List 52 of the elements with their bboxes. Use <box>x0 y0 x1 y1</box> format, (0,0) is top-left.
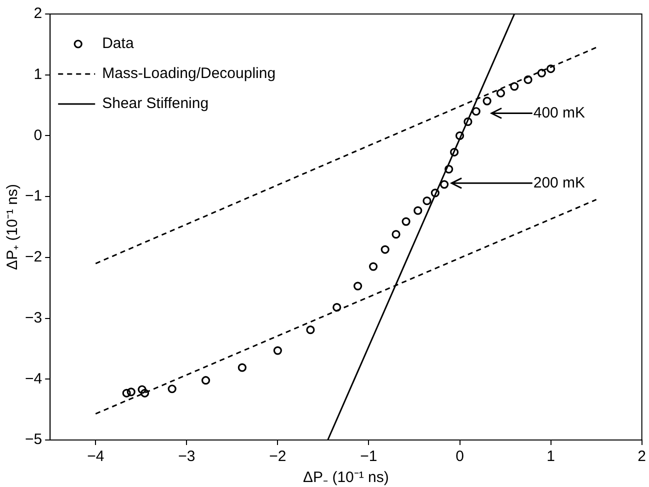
point <box>122 388 131 398</box>
annotation: 400 mK <box>533 104 586 122</box>
y-tick-label: 0 <box>34 126 42 144</box>
point <box>524 75 532 84</box>
y-tick-label: −4 <box>24 370 42 388</box>
point <box>368 262 378 271</box>
point <box>273 346 282 355</box>
point <box>306 326 315 334</box>
point <box>537 68 546 78</box>
point <box>546 64 556 74</box>
y-tick-label: −5 <box>24 431 42 448</box>
point <box>444 164 454 174</box>
y-tick-label: −3 <box>24 309 42 326</box>
point <box>430 188 440 198</box>
point <box>402 217 410 226</box>
annotation: 200 mK <box>533 174 586 192</box>
legend-label: Mass-Loading/Decoupling <box>102 65 276 82</box>
x-tick-label: −2 <box>269 448 286 466</box>
y-tick-label: −2 <box>24 248 42 266</box>
point <box>354 282 362 290</box>
legend-label: Data <box>102 35 134 52</box>
point <box>140 388 150 398</box>
point <box>464 117 472 126</box>
point <box>138 385 146 394</box>
x-tick-label: −3 <box>178 448 196 466</box>
legend-label: Shear Stiffening <box>102 95 209 112</box>
point <box>332 303 342 312</box>
point <box>510 82 519 91</box>
y-tick-label: 1 <box>34 66 42 83</box>
point <box>455 131 464 140</box>
point <box>482 96 492 106</box>
point <box>380 245 390 254</box>
y-tick-label: 2 <box>34 5 42 22</box>
point <box>472 107 480 116</box>
point <box>238 363 246 372</box>
x-axis-title: ΔP₋ (10⁻¹ ns) <box>303 469 389 486</box>
y-tick-label: −1 <box>24 188 42 205</box>
point <box>450 148 459 156</box>
point <box>496 88 506 98</box>
x-tick-label: −4 <box>87 448 104 466</box>
point <box>422 196 432 206</box>
point <box>414 206 422 215</box>
x-tick-label: 0 <box>456 448 464 466</box>
point <box>440 180 449 189</box>
point <box>201 376 210 385</box>
point <box>168 384 176 394</box>
y-axis-title: ΔP₊ (10⁻¹ ns) <box>4 184 22 270</box>
x-tick-label: 2 <box>638 448 646 466</box>
point <box>392 230 400 239</box>
point <box>126 388 136 396</box>
x-tick-label: −1 <box>360 448 378 466</box>
x-tick-label: 1 <box>546 448 555 466</box>
